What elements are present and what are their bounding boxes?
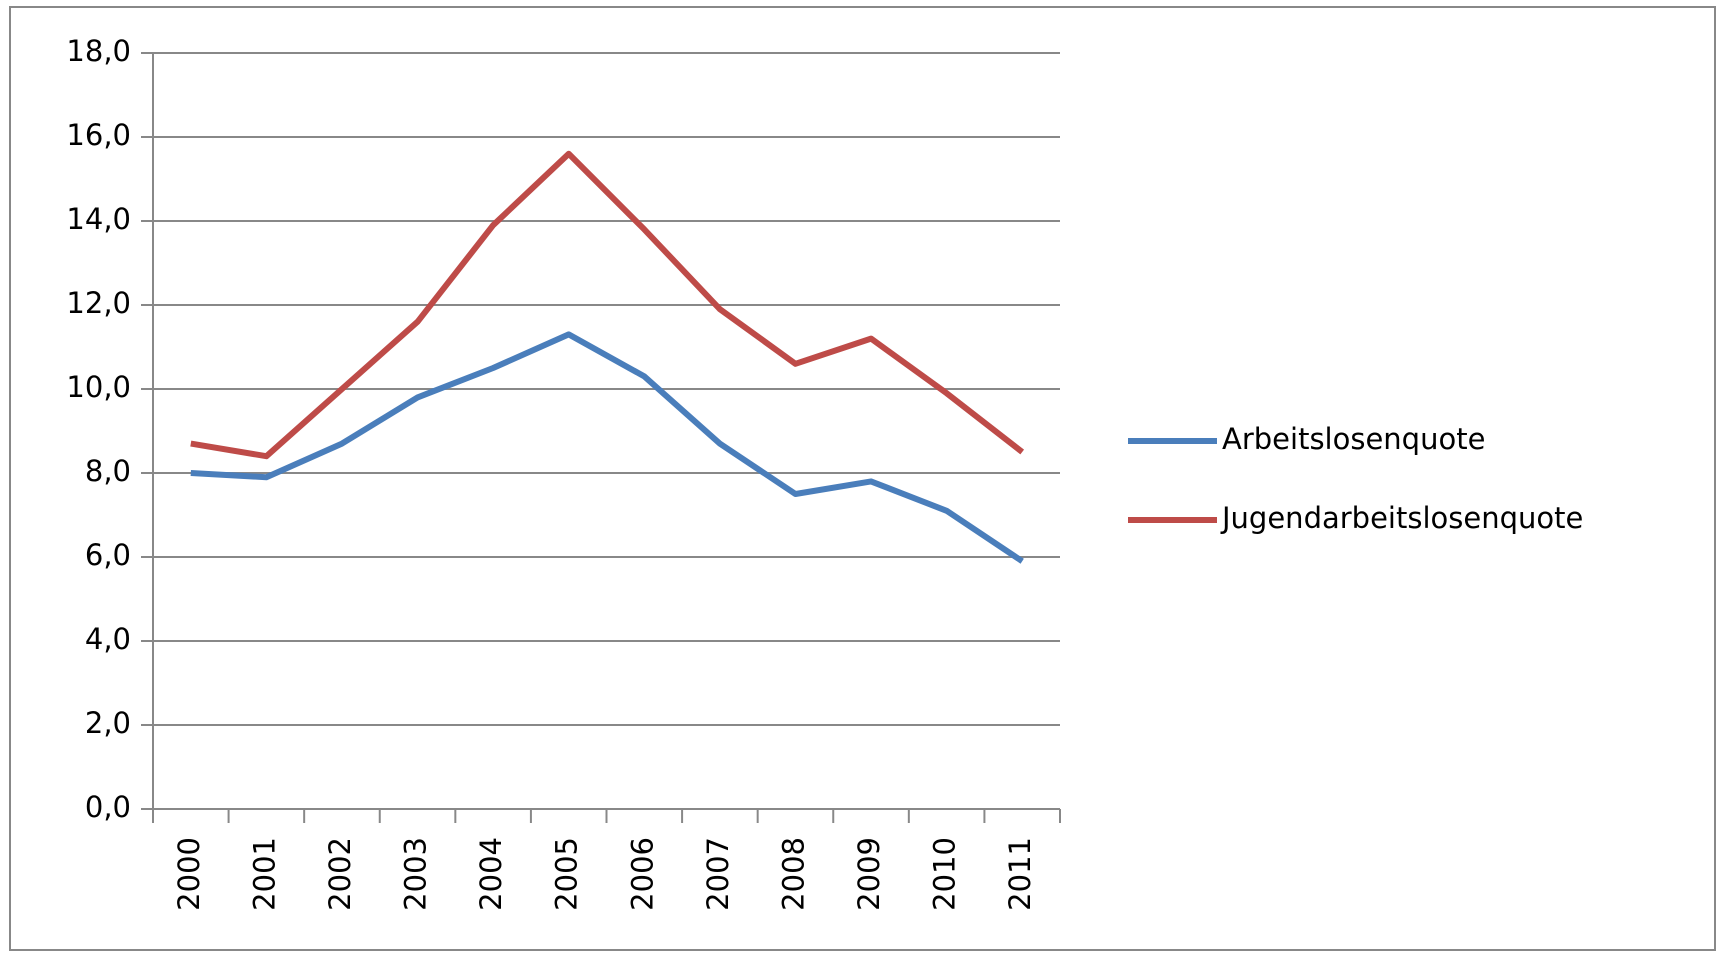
legend-label: Jugendarbeitslosenquote — [1220, 501, 1583, 535]
x-tick-label: 2007 — [701, 837, 735, 911]
y-tick-label: 0,0 — [85, 790, 131, 824]
x-tick-label: 2005 — [550, 837, 584, 911]
y-tick-label: 16,0 — [66, 118, 131, 152]
y-tick-label: 10,0 — [66, 370, 131, 404]
legend-label: Arbeitslosenquote — [1222, 422, 1485, 456]
x-tick-label: 2004 — [474, 837, 508, 911]
x-tick-label: 2009 — [852, 837, 886, 911]
y-tick-label: 8,0 — [85, 454, 131, 488]
y-tick-label: 4,0 — [85, 622, 131, 656]
x-tick-label: 2001 — [247, 837, 281, 911]
y-tick-label: 2,0 — [85, 706, 131, 740]
x-tick-label: 2011 — [1003, 837, 1037, 911]
line-series — [190, 331, 1024, 564]
y-tick-label: 12,0 — [66, 286, 131, 320]
chart-frame — [9, 6, 1716, 951]
x-tick-label: 2006 — [625, 837, 659, 911]
y-tick-label: 18,0 — [66, 34, 131, 68]
x-tick-label: 2002 — [323, 837, 357, 911]
x-tick-label: 2008 — [776, 837, 810, 911]
x-tick-label: 2003 — [399, 837, 433, 911]
y-tick-label: 14,0 — [66, 202, 131, 236]
x-tick-label: 2010 — [928, 837, 962, 911]
y-tick-label: 6,0 — [85, 538, 131, 572]
line-series — [190, 150, 1025, 460]
x-tick-label: 2000 — [172, 837, 206, 911]
